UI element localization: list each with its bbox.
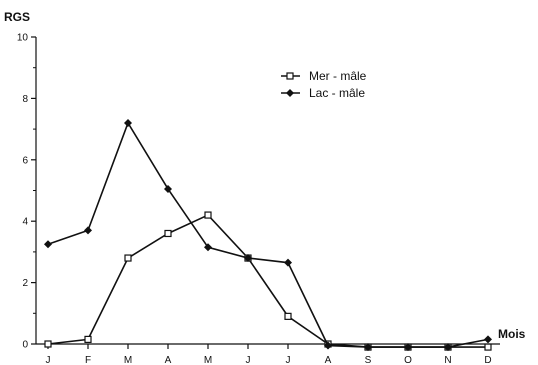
series-layer (44, 118, 492, 352)
data-point (484, 343, 492, 351)
data-point (204, 211, 212, 219)
x-tick-label: A (165, 355, 172, 365)
data-point (44, 340, 52, 348)
data-point (124, 254, 132, 262)
x-tick-label: M (124, 355, 132, 365)
data-point (84, 226, 92, 235)
series-1 (44, 211, 492, 351)
legend: Mer - mâle Lac - mâle (281, 69, 367, 100)
data-point (444, 343, 452, 352)
data-point (44, 240, 52, 249)
data-point (404, 343, 412, 352)
data-point (244, 254, 252, 263)
x-tick-label: M (204, 355, 212, 365)
data-point (84, 335, 92, 343)
x-tick-label: J (46, 355, 51, 365)
legend-entry: Mer - mâle (281, 69, 367, 83)
y-ticks: 0 2 4 6 8 10 (17, 33, 36, 351)
data-point (164, 229, 172, 238)
y-axis-title: RGS (4, 10, 30, 24)
x-tick-label: J (246, 355, 251, 365)
x-axis-title: Mois (498, 327, 526, 341)
legend-label: Mer - mâle (309, 69, 367, 83)
y-tick-label: 4 (22, 217, 28, 228)
data-point (284, 258, 292, 267)
series-line (47, 121, 489, 348)
data-point (484, 335, 492, 344)
y-tick-label: 10 (17, 33, 29, 44)
x-tick-label: O (404, 355, 412, 365)
data-point (284, 312, 292, 320)
legend-marker (286, 89, 294, 97)
x-tick-label: D (484, 355, 491, 365)
legend-entry: Lac - mâle (281, 86, 365, 100)
series-line (47, 214, 488, 348)
x-tick-label: S (365, 355, 372, 365)
y-tick-label: 2 (22, 278, 28, 289)
data-point (204, 243, 212, 252)
data-point (164, 184, 172, 193)
data-point (124, 118, 132, 127)
y-tick-label: 0 (22, 340, 28, 351)
x-tick-label: N (444, 355, 451, 365)
x-tick-label: A (325, 355, 332, 365)
y-tick-label: 8 (22, 94, 28, 105)
series-2 (44, 118, 492, 352)
legend-marker (286, 72, 294, 80)
data-point (324, 341, 332, 350)
x-tick-label: F (85, 355, 91, 365)
data-point (364, 343, 372, 352)
legend-label: Lac - mâle (309, 86, 365, 100)
y-tick-label: 6 (22, 155, 28, 166)
x-tick-label: J (286, 355, 291, 365)
